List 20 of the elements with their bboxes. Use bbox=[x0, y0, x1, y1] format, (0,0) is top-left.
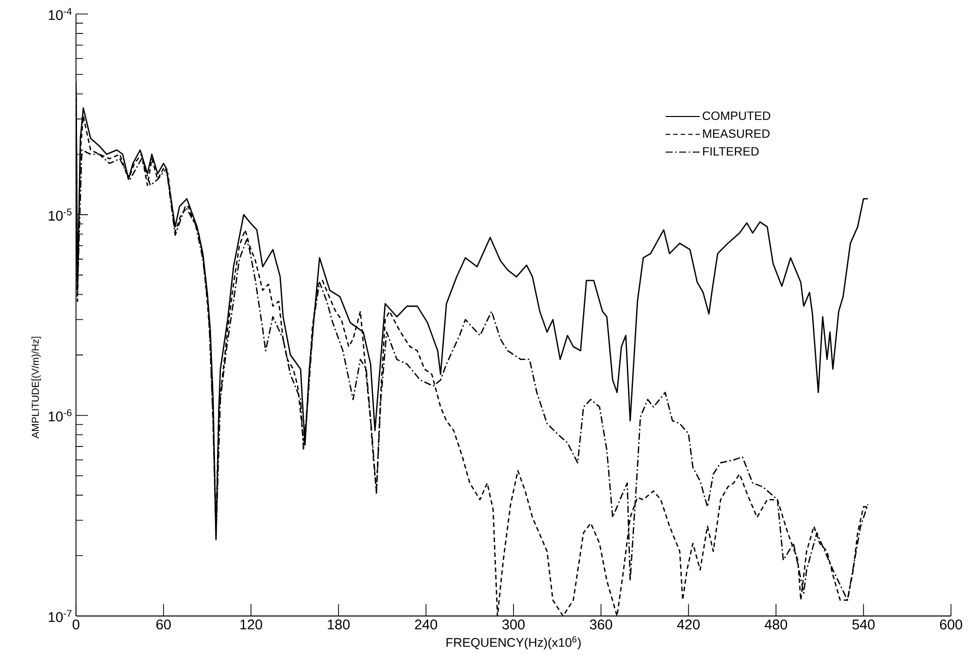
x-tick-label: 240 bbox=[415, 620, 438, 630]
y-tick-label: 10$^{-5}$ bbox=[48, 208, 72, 221]
y-tick-label: 10$^{-7}$ bbox=[48, 610, 72, 622]
x-tick-label: 540 bbox=[852, 620, 875, 630]
y-axis-title: AMPLITUDE[(V/m)/Hz] bbox=[32, 336, 41, 438]
x-tick-label: 120 bbox=[240, 620, 262, 630]
legend-label: FILTERED bbox=[703, 147, 759, 156]
x-tick-label: 420 bbox=[677, 620, 700, 630]
x-tick-label: 480 bbox=[764, 620, 788, 630]
legend-label: MEASURED bbox=[703, 129, 770, 138]
legend-label: COMPUTED bbox=[702, 112, 770, 120]
x-tick-label: 180 bbox=[328, 620, 350, 630]
y-tick-label: 10$^{-6}$ bbox=[48, 409, 72, 422]
x-tick-label: 360 bbox=[590, 620, 612, 630]
x-tick-label: 0 bbox=[72, 620, 80, 630]
y-tick-label: 10$^{-4}$ bbox=[48, 8, 72, 20]
x-axis-title: FREQUENCY(Hz)(x10$^{6}$) bbox=[446, 636, 581, 650]
x-tick-label: 600 bbox=[940, 620, 962, 630]
x-tick-label: 60 bbox=[156, 620, 171, 630]
x-tick-label: 300 bbox=[502, 620, 525, 630]
